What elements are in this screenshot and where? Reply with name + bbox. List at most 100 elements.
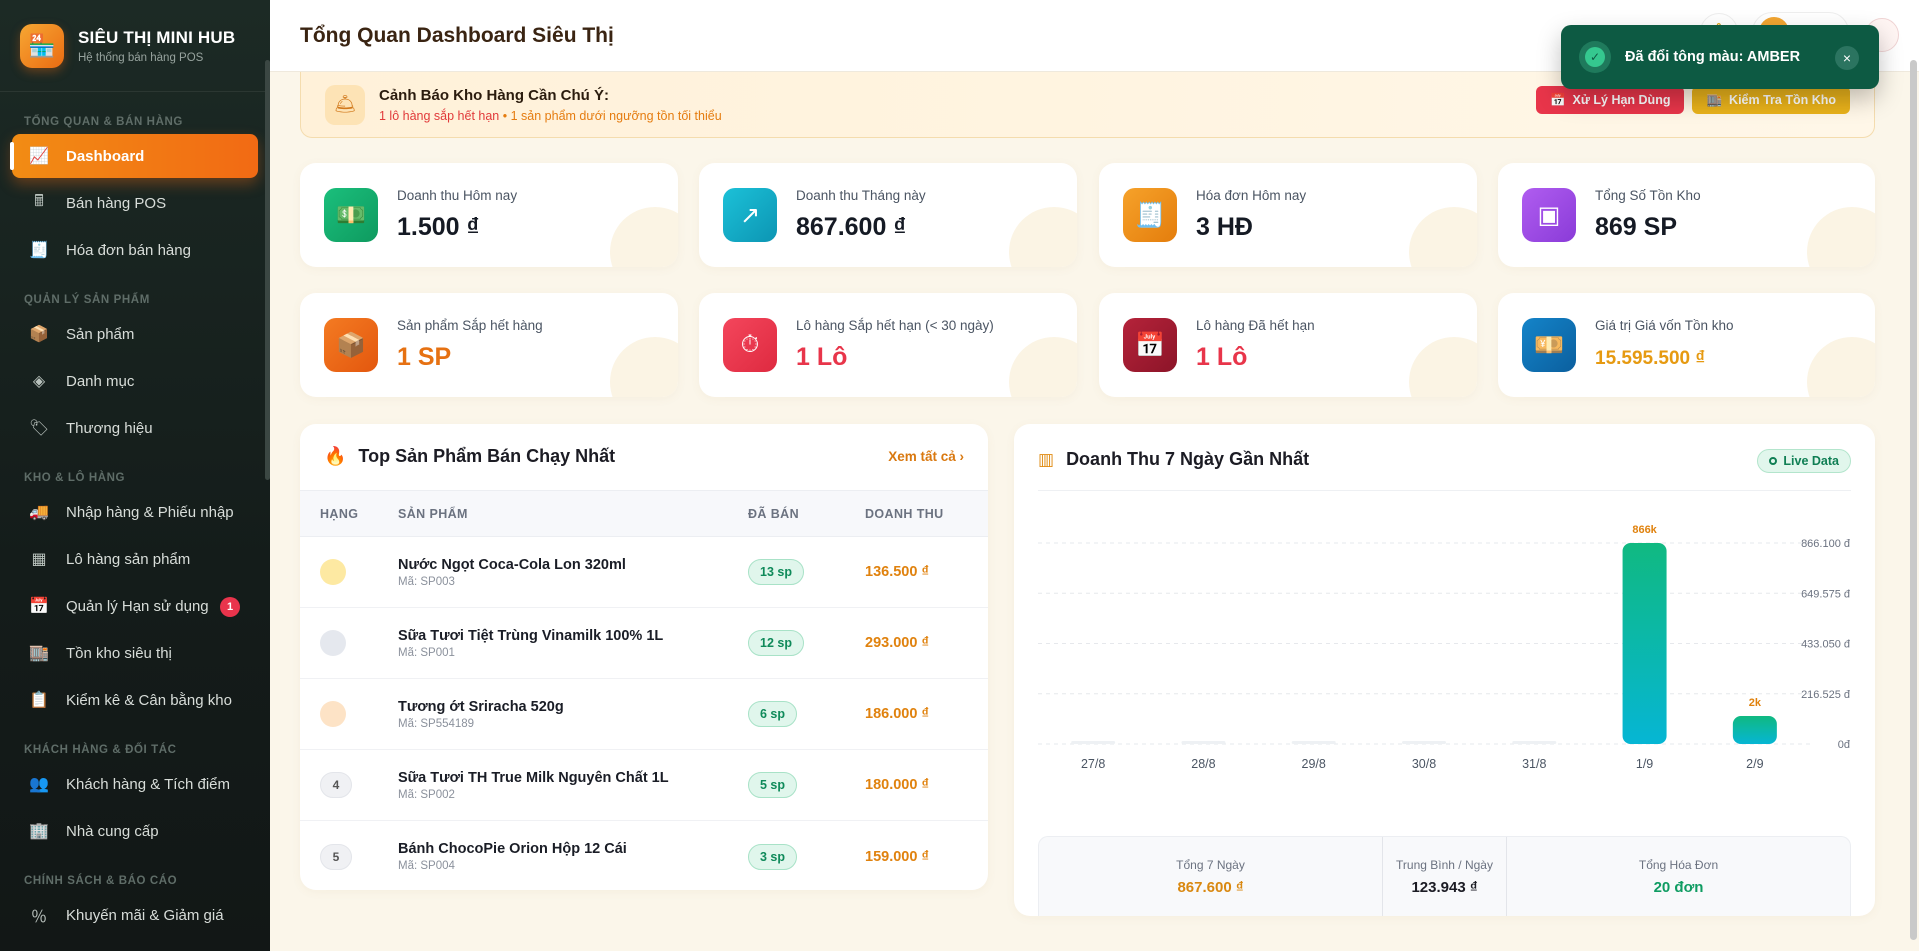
sidebar-item-stocktake[interactable]: 📋 Kiểm kê & Cân bằng kho [12,678,258,722]
table-row[interactable]: 4 Sữa Tươi TH True Milk Nguyên Chất 1L Mã… [300,750,988,821]
x-tick-label: 29/8 [1302,757,1326,771]
stopwatch-icon: ⏱ [723,318,777,372]
sidebar-item-label: Hóa đơn bán hàng [66,241,191,259]
alert-separator: • [502,108,508,123]
sidebar-item-dashboard[interactable]: 📈 Dashboard [10,134,258,178]
stat-value: 3 HĐ [1196,213,1253,241]
tags-icon: 🏷 [28,420,50,437]
table-row[interactable]: Tương ớt Sriracha 520g Mã: SP554189 6 sp … [300,679,988,750]
box-icon: 📦 [29,326,49,343]
bar [1622,543,1667,744]
table-row[interactable]: Nước Ngọt Coca-Cola Lon 320ml Mã: SP003 1… [300,537,988,608]
stat-card-expired-batches[interactable]: 📅 Lô hàng Đã hết hạn 1 Lô [1099,293,1477,397]
stat-card-expiring-batches[interactable]: ⏱ Lô hàng Sắp hết hạn (< 30 ngày) 1 Lô [699,293,1077,397]
y-tick-label: 649.575 đ [1801,588,1851,600]
sidebar-item-label: Quản lý Hạn sử dụng [66,597,209,615]
stat-label: Hóa đơn Hôm nay [1196,188,1307,203]
card-decoration [610,207,678,267]
card-decoration [1009,207,1077,267]
product-code: Mã: SP001 [398,646,455,659]
sidebar-item-expiry[interactable]: 📅 Quản lý Hạn sử dụng 1 [12,584,258,628]
panel-title: Top Sản Phẩm Bán Chạy Nhất [358,446,616,466]
sidebar-item-label: Dashboard [66,147,145,165]
page-scrollbar[interactable] [1910,60,1917,940]
stat-label: Lô hàng Đã hết hạn [1196,318,1315,333]
bar [1402,741,1446,744]
stat-label: Doanh thu Hôm nay [397,188,518,203]
summary-value: 20 đơn [1653,878,1704,896]
toast-message: Đã đổi tông màu: AMBER [1625,49,1801,65]
card-decoration [1807,207,1875,267]
summary-label: Tổng Hóa Đơn [1638,857,1719,872]
product-revenue: 180.000 ₫ [865,777,929,793]
stat-label: Tổng Số Tồn Kho [1595,188,1701,203]
stat-label: Doanh thu Tháng này [796,188,926,203]
sidebar-item-categories[interactable]: ◈ Danh mục [12,359,258,403]
stat-label: Giá trị Giá vốn Tồn kho [1595,318,1734,333]
button-label: Xử Lý Hạn Dùng [1572,93,1671,107]
stat-value: 15.595.500 ₫ [1595,348,1706,369]
see-all-link[interactable]: Xem tất cả › [888,449,964,464]
money-bill-icon: 💴 [1522,318,1576,372]
table-row[interactable]: Sữa Tươi Tiệt Trùng Vinamilk 100% 1L Mã: … [300,608,988,679]
sidebar-item-label: Khách hàng & Tích điểm [66,775,230,793]
check-circle-icon: ✓ [1579,41,1611,73]
store-icon: 🏪 [20,23,64,68]
calendar-x-icon: 📅 [1123,318,1177,372]
percent-icon: ％ [30,909,47,926]
sidebar-item-promotions[interactable]: ％ Khuyến mãi & Giảm giá [12,893,258,937]
summary-label: Tổng 7 Ngày [1176,857,1245,872]
brand[interactable]: 🏪 SIÊU THỊ MINI HUB Hệ thống bán hàng PO… [0,0,270,92]
stat-card-stock-value[interactable]: 💴 Giá trị Giá vốn Tồn kho 15.595.500 ₫ [1498,293,1875,397]
sidebar-item-imports[interactable]: 🚚 Nhập hàng & Phiếu nhập [12,490,258,534]
table-header: HẠNG SẢN PHẨM ĐÃ BÁN DOANH THU [300,490,988,537]
stat-card-low-stock[interactable]: 📦 Sản phẩm Sắp hết hàng 1 SP [300,293,678,397]
sidebar-item-pos[interactable]: 🖩 Bán hàng POS [12,181,258,225]
product-revenue: 293.000 ₫ [865,635,929,651]
handle-expiry-button[interactable]: 📅 Xử Lý Hạn Dùng [1535,86,1685,114]
stat-card-revenue-month[interactable]: ↗ Doanh thu Tháng này 867.600 ₫ [699,163,1077,267]
sidebar-item-label: Bán hàng POS [66,194,167,212]
gold-medal-icon [320,559,346,585]
x-tick-label: 28/8 [1191,757,1215,771]
sidebar-item-batches[interactable]: ▦ Lô hàng sản phẩm [12,537,258,581]
table-row[interactable]: 5 Bánh ChocoPie Orion Hộp 12 Cái Mã: SP00… [300,821,988,890]
close-icon[interactable]: × [1835,46,1859,70]
x-tick-label: 2/9 [1746,757,1763,771]
stat-card-total-stock[interactable]: ▣ Tổng Số Tồn Kho 869 SP [1498,163,1875,267]
sidebar-item-inventory[interactable]: 🏬 Tồn kho siêu thị [12,631,258,675]
stat-value: 1 Lô [1196,343,1248,371]
x-tick-label: 1/9 [1636,757,1653,771]
product-code: Mã: SP004 [398,860,455,872]
sidebar-item-label: Khuyến mãi & Giảm giá [66,906,224,924]
sidebar: 🏪 SIÊU THỊ MINI HUB Hệ thống bán hàng PO… [0,0,270,951]
card-decoration [1409,207,1477,267]
column-header: ĐÃ BÁN [748,506,800,521]
sidebar-scrollbar[interactable] [265,60,270,480]
sidebar-item-invoices[interactable]: 🧾 Hóa đơn bán hàng [12,228,258,272]
check-stock-button[interactable]: 🏬 Kiểm Tra Tồn Kho [1692,86,1850,114]
bar [1181,741,1226,744]
product-name: Sữa Tươi Tiệt Trùng Vinamilk 100% 1L [398,627,664,644]
stat-value: 1 SP [397,343,452,371]
stat-card-revenue-today[interactable]: 💵 Doanh thu Hôm nay 1.500 ₫ [300,163,678,267]
column-header: SẢN PHẨM [398,506,468,521]
receipt-icon: 🧾 [1123,188,1177,242]
sold-badge: 12 sp [748,630,804,656]
calendar-icon: 📅 [1549,92,1566,107]
truck-loading-icon: 🚚 [29,504,49,521]
product-revenue: 159.000 ₫ [865,848,929,865]
card-decoration [1409,337,1477,397]
stat-card-invoices-today[interactable]: 🧾 Hóa đơn Hôm nay 3 HĐ [1099,163,1477,267]
notification-badge: 1 [220,597,240,617]
brand-subtitle: Hệ thống bán hàng POS [78,51,204,64]
data-label: 866k [1632,524,1657,536]
sidebar-item-suppliers[interactable]: 🏢 Nhà cung cấp [12,809,258,853]
sidebar-item-customers[interactable]: 👥 Khách hàng & Tích điểm [12,762,258,806]
summary-value: 867.600 ₫ [1177,878,1244,896]
toast-notification: ✓ Đã đổi tông màu: AMBER × [1561,25,1879,89]
sidebar-item-brands[interactable]: 🏷 Thương hiệu [12,406,258,450]
y-tick-label: 0đ [1838,739,1851,751]
sold-badge: 3 sp [748,843,798,870]
sidebar-item-products[interactable]: 📦 Sản phẩm [12,312,258,356]
